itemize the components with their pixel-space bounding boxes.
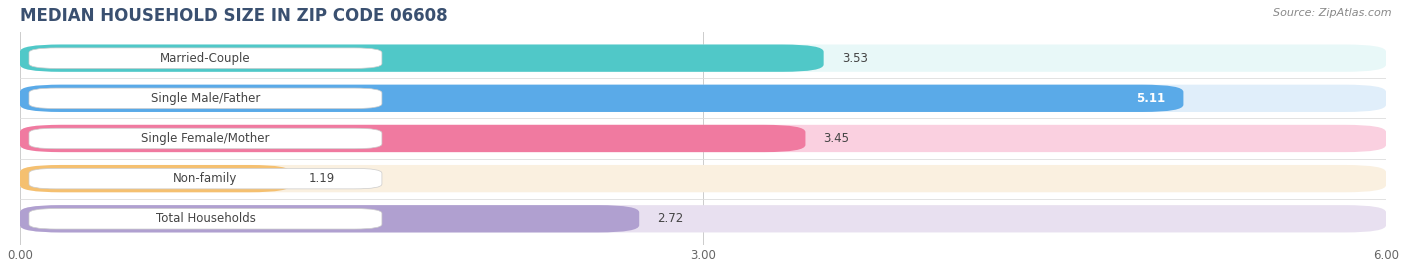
FancyBboxPatch shape xyxy=(20,165,291,192)
Text: Married-Couple: Married-Couple xyxy=(160,52,250,65)
FancyBboxPatch shape xyxy=(20,85,1386,112)
FancyBboxPatch shape xyxy=(30,88,382,109)
Text: Source: ZipAtlas.com: Source: ZipAtlas.com xyxy=(1274,8,1392,18)
FancyBboxPatch shape xyxy=(30,168,382,189)
FancyBboxPatch shape xyxy=(20,205,640,232)
Text: Single Female/Mother: Single Female/Mother xyxy=(141,132,270,145)
FancyBboxPatch shape xyxy=(20,85,1184,112)
FancyBboxPatch shape xyxy=(20,125,806,152)
Text: MEDIAN HOUSEHOLD SIZE IN ZIP CODE 06608: MEDIAN HOUSEHOLD SIZE IN ZIP CODE 06608 xyxy=(20,7,447,25)
Text: 3.45: 3.45 xyxy=(824,132,849,145)
Text: 3.53: 3.53 xyxy=(842,52,868,65)
Text: 2.72: 2.72 xyxy=(658,212,683,225)
FancyBboxPatch shape xyxy=(30,128,382,149)
Text: Single Male/Father: Single Male/Father xyxy=(150,92,260,105)
FancyBboxPatch shape xyxy=(20,205,1386,232)
Text: 1.19: 1.19 xyxy=(309,172,335,185)
FancyBboxPatch shape xyxy=(20,165,1386,192)
Text: Total Households: Total Households xyxy=(156,212,256,225)
FancyBboxPatch shape xyxy=(20,125,1386,152)
FancyBboxPatch shape xyxy=(30,208,382,229)
FancyBboxPatch shape xyxy=(30,48,382,68)
Text: 5.11: 5.11 xyxy=(1136,92,1166,105)
FancyBboxPatch shape xyxy=(20,44,824,72)
FancyBboxPatch shape xyxy=(20,44,1386,72)
Text: Non-family: Non-family xyxy=(173,172,238,185)
